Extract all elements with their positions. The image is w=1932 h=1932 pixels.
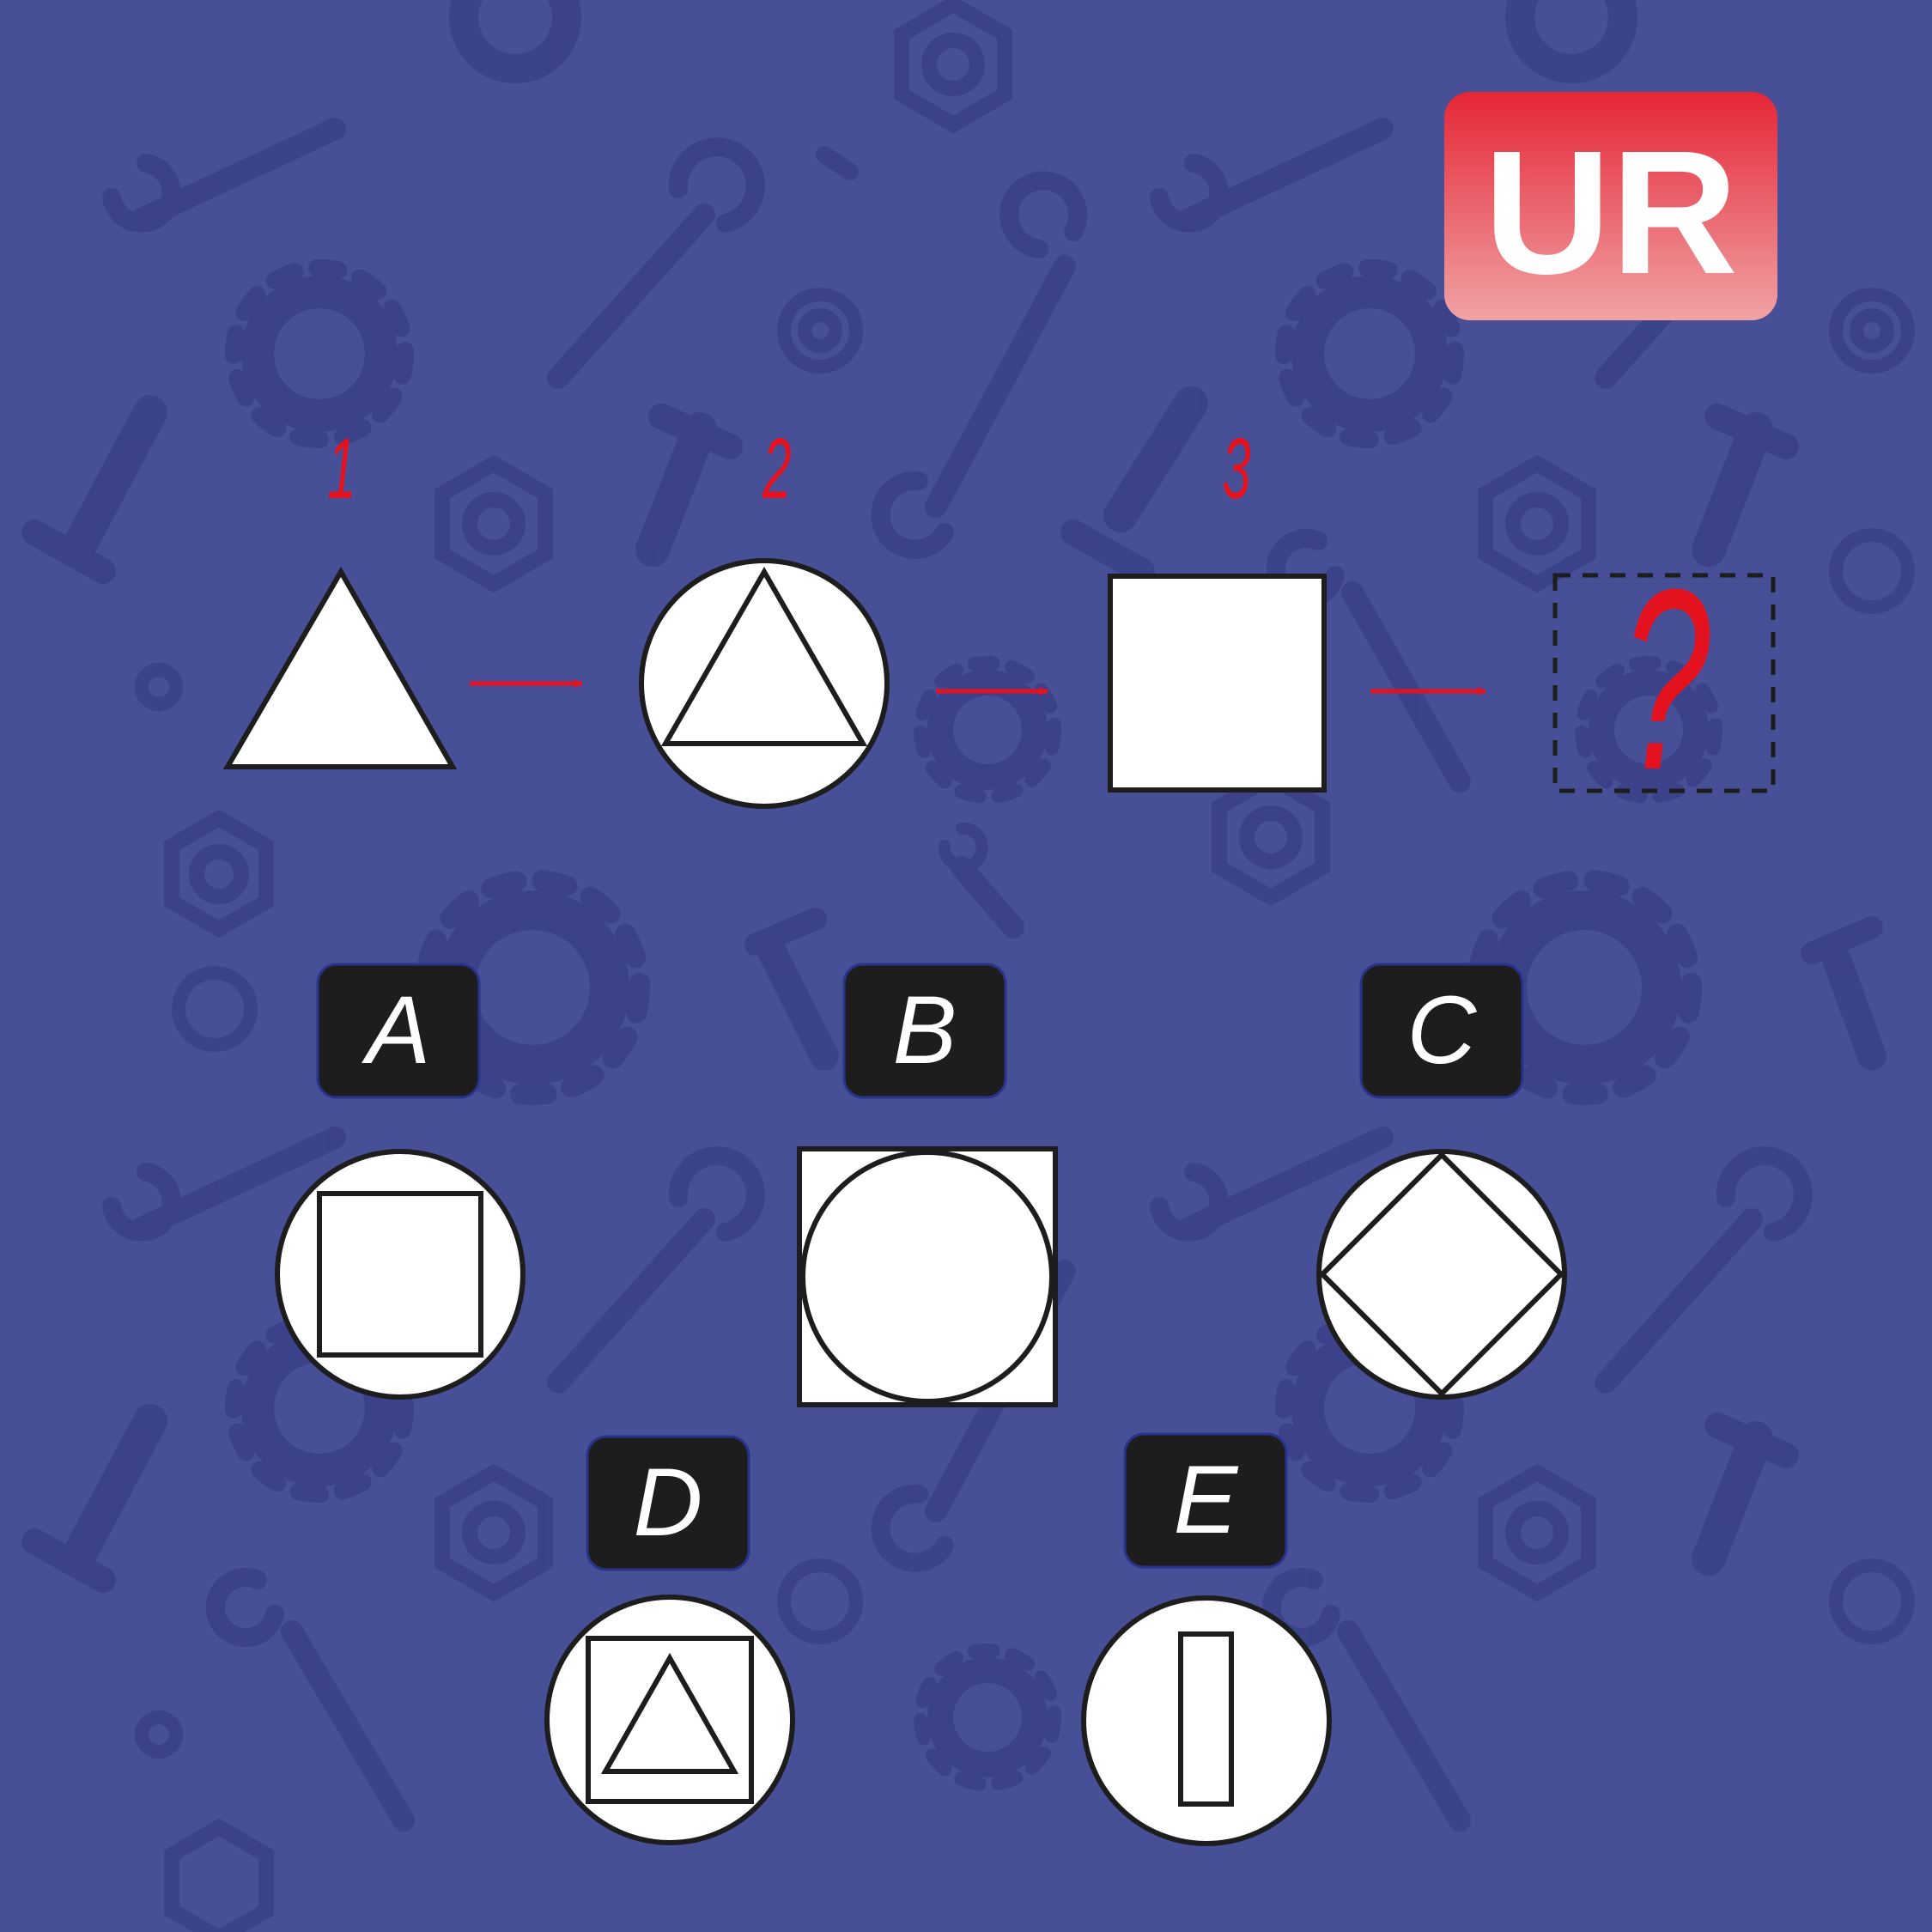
nut-icon [164, 809, 274, 939]
option-a[interactable]: A [275, 963, 526, 1400]
diamond-shape [1318, 1151, 1565, 1398]
gear-icon [914, 1643, 1061, 1791]
square-shape [1108, 574, 1327, 793]
triangle-shape [222, 566, 458, 769]
circle-shape [800, 1150, 1054, 1404]
wrench-icon [1595, 1146, 1813, 1394]
bolt-icon [744, 908, 839, 1071]
option-a-label-box[interactable] [316, 963, 481, 1099]
wrench-icon [547, 1146, 765, 1394]
square-shape [317, 1191, 483, 1358]
nut-icon [1829, 288, 1915, 374]
nut-icon [135, 1710, 183, 1759]
option-c[interactable]: C [1316, 963, 1567, 1400]
question-mark: ? [1621, 535, 1710, 823]
logo-background [1444, 92, 1777, 320]
gear-icon [449, 0, 581, 83]
wrench-icon [871, 171, 1088, 559]
step-1-figure [222, 566, 458, 769]
wrench-icon [1150, 1127, 1394, 1242]
bolt-icon [21, 1404, 167, 1593]
gear-icon [225, 259, 414, 448]
sequence-arrows [470, 679, 1486, 696]
answer-slot: ? [1552, 535, 1776, 823]
wrench-icon [938, 822, 1024, 939]
option-a-label: A [361, 976, 431, 1084]
wrench-icon [102, 118, 346, 233]
nut-icon [164, 1818, 274, 1932]
option-c-figure[interactable] [1316, 1149, 1567, 1400]
wrench-icon [205, 1568, 415, 1832]
nut-icon [1829, 1558, 1915, 1644]
option-b-label-box[interactable] [842, 963, 1007, 1099]
gear-icon [1275, 259, 1464, 448]
wrench-icon [547, 137, 765, 389]
bolt-icon [1692, 404, 1799, 567]
option-a-figure[interactable] [275, 1149, 526, 1400]
option-e-label: E [1174, 1446, 1239, 1553]
step-2-figure [639, 558, 890, 809]
bolt-icon [635, 404, 743, 567]
gear-icon [1505, 0, 1637, 83]
option-e[interactable]: E [1081, 1432, 1332, 1846]
logo-text: UR [1484, 114, 1738, 311]
logo-badge: UR [1444, 92, 1777, 320]
nut-icon [434, 454, 553, 593]
bolt-icon [1692, 1413, 1799, 1576]
option-c-label-box[interactable] [1359, 963, 1524, 1099]
rectangle-shape [1178, 1631, 1234, 1807]
bolt-icon [1801, 916, 1886, 1071]
option-e-figure[interactable] [1081, 1595, 1332, 1846]
option-d[interactable]: D [544, 1435, 795, 1845]
option-d-label-box[interactable] [586, 1435, 750, 1571]
step-3-figure [1108, 574, 1327, 793]
option-e-label-box[interactable] [1123, 1432, 1288, 1569]
option-b-label: B [893, 976, 957, 1084]
option-d-label: D [634, 1449, 703, 1556]
bolt-icon [21, 395, 167, 584]
gear-icon [1575, 656, 1722, 804]
triangle-shape [600, 1652, 739, 1774]
option-b-figure[interactable] [797, 1146, 1058, 1407]
nut-icon [777, 1558, 863, 1644]
triangle-shape [660, 566, 868, 746]
nut-icon [434, 1463, 553, 1602]
gear-icon [914, 656, 1061, 804]
bolt-icon [1060, 382, 1211, 584]
nut-icon [135, 663, 183, 711]
step-2-number: 2 [762, 421, 792, 517]
wrench-icon [1150, 118, 1394, 233]
step-1-number: 1 [327, 421, 355, 517]
nut-icon [894, 0, 1012, 134]
nut-icon [1478, 1463, 1596, 1602]
bolt-icon [816, 146, 859, 180]
nut-icon [777, 288, 863, 374]
nut-icon [172, 966, 258, 1052]
step-3-number: 3 [1222, 421, 1250, 517]
wrench-icon [102, 1127, 346, 1242]
option-d-figure[interactable] [544, 1595, 795, 1845]
option-c-label: C [1407, 976, 1478, 1084]
option-b[interactable]: B [797, 963, 1058, 1407]
nut-icon [1478, 454, 1596, 593]
nut-icon [1829, 528, 1915, 614]
